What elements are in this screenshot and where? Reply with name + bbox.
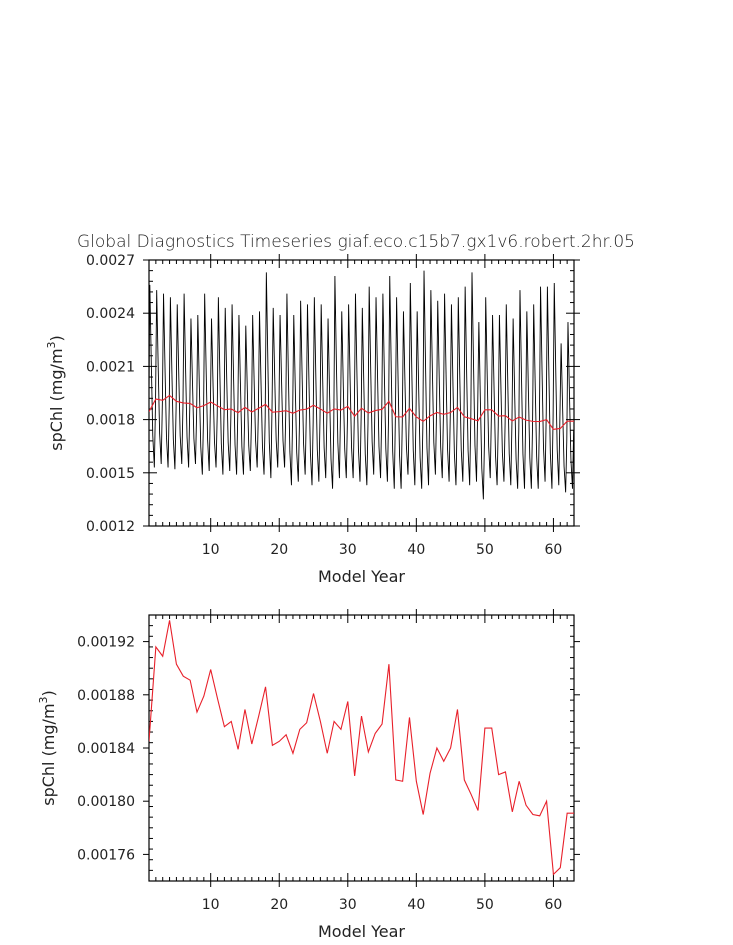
x-tick-label: 40 (407, 897, 425, 913)
x-tick-label: 20 (270, 897, 288, 913)
x-tick-label: 60 (545, 542, 563, 558)
y-tick-label: 0.0018 (86, 413, 135, 429)
top-plot: 10 20 30 40 50 60 0.0012 0.0015 0.0018 0.0021 0.00… (45, 253, 580, 586)
y-tick-label: 0.0012 (86, 519, 135, 535)
x-tick-label: 10 (202, 897, 220, 913)
y-tick-label: 0.00180 (77, 794, 135, 810)
y-tick-label: 0.00188 (77, 688, 135, 704)
y-tick-label: 0.00184 (77, 741, 135, 757)
x-tick-label: 50 (476, 897, 494, 913)
x-tick-label: 60 (545, 897, 563, 913)
figure-title: Global Diagnostics Timeseries giaf.eco.c… (77, 232, 635, 252)
y-tick-label: 0.0027 (86, 253, 135, 269)
y-tick-label: 0.00176 (77, 847, 135, 863)
x-axis-label: Model Year (318, 922, 405, 941)
x-tick-label: 40 (407, 542, 425, 558)
y-tick-label: 0.00192 (77, 635, 135, 651)
x-tick-label: 10 (202, 542, 220, 558)
y-axis-label: spChl (mg/m3) (45, 335, 66, 451)
x-tick-label: 20 (270, 542, 288, 558)
x-tick-label: 30 (339, 897, 357, 913)
x-axis-label: Model Year (318, 567, 405, 586)
plot-frame (148, 614, 575, 882)
x-tick-label: 30 (339, 542, 357, 558)
x-tick-label: 50 (476, 542, 494, 558)
y-tick-label: 0.0015 (86, 466, 135, 482)
series-line-annual-mean (149, 394, 574, 430)
series-line-monthly (149, 270, 574, 500)
y-axis-label: spChl (mg/m3) (37, 690, 58, 806)
y-tick-label: 0.0021 (86, 359, 135, 375)
series-line-annual-mean (149, 620, 574, 876)
bottom-plot: 10 20 30 40 50 60 0.00176 0.00180 0.00184 0.00188… (37, 609, 580, 941)
y-tick-label: 0.0024 (86, 306, 135, 322)
